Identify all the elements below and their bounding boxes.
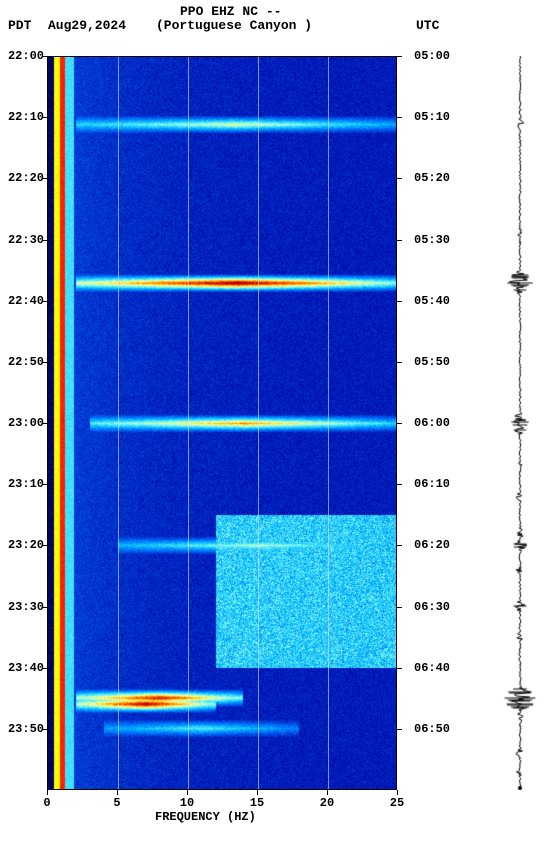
tick-mark <box>397 178 402 179</box>
tick-mark <box>397 56 402 57</box>
ytick-left: 22:30 <box>0 233 44 247</box>
tick-mark <box>397 790 398 795</box>
header-left-tz: PDT <box>8 18 31 33</box>
xtick: 15 <box>250 796 264 810</box>
tick-mark <box>47 790 48 795</box>
tick-mark <box>397 117 402 118</box>
ytick-right: 06:00 <box>414 416 450 430</box>
gridline <box>118 57 119 789</box>
tick-mark <box>42 423 47 424</box>
ytick-left: 23:30 <box>0 600 44 614</box>
ytick-right: 06:30 <box>414 600 450 614</box>
seismogram-panel <box>500 56 540 790</box>
ytick-left: 23:10 <box>0 477 44 491</box>
gridline <box>258 57 259 789</box>
ytick-right: 05:40 <box>414 294 450 308</box>
xtick: 0 <box>43 796 50 810</box>
ytick-right: 05:30 <box>414 233 450 247</box>
tick-mark <box>42 484 47 485</box>
ytick-left: 22:50 <box>0 355 44 369</box>
seismogram-canvas <box>500 56 540 790</box>
tick-mark <box>42 607 47 608</box>
header-location: (Portuguese Canyon ) <box>156 18 312 33</box>
ytick-right: 06:40 <box>414 661 450 675</box>
tick-mark <box>42 117 47 118</box>
ytick-left: 23:40 <box>0 661 44 675</box>
tick-mark <box>397 423 402 424</box>
ytick-left: 23:20 <box>0 538 44 552</box>
ytick-left: 23:00 <box>0 416 44 430</box>
tick-mark <box>397 607 402 608</box>
x-axis-label: FREQUENCY (HZ) <box>155 810 256 824</box>
xtick: 5 <box>113 796 120 810</box>
header-station: PPO EHZ NC -- <box>180 4 281 19</box>
tick-mark <box>397 545 402 546</box>
ytick-right: 06:50 <box>414 722 450 736</box>
ytick-right: 05:50 <box>414 355 450 369</box>
tick-mark <box>42 545 47 546</box>
tick-mark <box>42 668 47 669</box>
tick-mark <box>187 790 188 795</box>
spectrogram-canvas <box>48 57 396 789</box>
header-date: Aug29,2024 <box>48 18 126 33</box>
header-right-tz: UTC <box>416 18 439 33</box>
ytick-left: 23:50 <box>0 722 44 736</box>
tick-mark <box>117 790 118 795</box>
tick-mark <box>42 56 47 57</box>
tick-mark <box>397 240 402 241</box>
tick-mark <box>397 362 402 363</box>
tick-mark <box>42 301 47 302</box>
xtick: 25 <box>390 796 404 810</box>
ytick-left: 22:40 <box>0 294 44 308</box>
tick-mark <box>327 790 328 795</box>
xtick: 10 <box>180 796 194 810</box>
ytick-right: 05:10 <box>414 110 450 124</box>
tick-mark <box>42 178 47 179</box>
ytick-right: 06:20 <box>414 538 450 552</box>
ytick-left: 22:20 <box>0 171 44 185</box>
xtick: 20 <box>320 796 334 810</box>
ytick-right: 05:00 <box>414 49 450 63</box>
tick-mark <box>397 484 402 485</box>
ytick-right: 06:10 <box>414 477 450 491</box>
gridline <box>328 57 329 789</box>
tick-mark <box>42 240 47 241</box>
tick-mark <box>397 729 402 730</box>
page-root: PDT Aug29,2024 PPO EHZ NC -- (Portuguese… <box>0 0 552 864</box>
tick-mark <box>257 790 258 795</box>
tick-mark <box>42 362 47 363</box>
tick-mark <box>397 301 402 302</box>
ytick-left: 22:10 <box>0 110 44 124</box>
tick-mark <box>397 668 402 669</box>
tick-mark <box>42 729 47 730</box>
gridline <box>188 57 189 789</box>
ytick-right: 05:20 <box>414 171 450 185</box>
ytick-left: 22:00 <box>0 49 44 63</box>
spectrogram-plot <box>47 56 397 790</box>
